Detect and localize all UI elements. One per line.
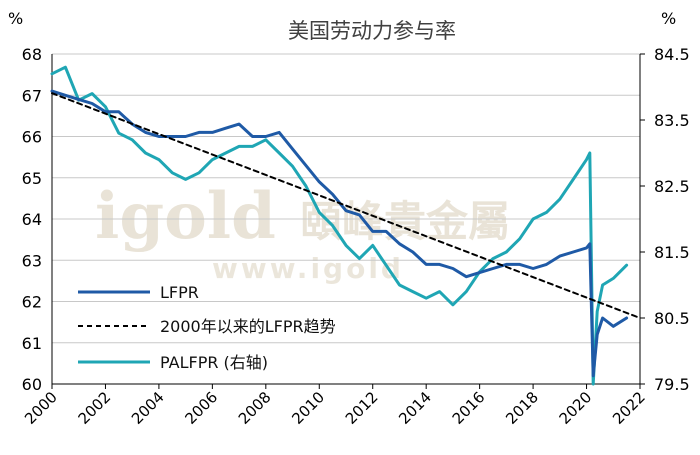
left-y-ticks: 60 61 62 63 64 65 66 67 68	[22, 45, 42, 394]
y-right-tick-label: 80.5	[654, 309, 690, 328]
watermark: igold 頤峰貴金屬 www.igold	[95, 179, 510, 285]
x-tick-label: 2020	[556, 388, 596, 428]
legend-label-lfpr: LFPR	[160, 283, 199, 302]
x-tick-label: 2022	[609, 388, 649, 428]
chart-title: 美国劳动力参与率	[288, 19, 456, 43]
y-left-tick-label: 62	[22, 293, 42, 312]
y-right-tick-label: 84.5	[654, 45, 690, 64]
axes	[51, 53, 645, 389]
watermark-url: www.igold	[212, 252, 404, 285]
y-left-tick-label: 60	[22, 375, 42, 394]
y-left-tick-label: 65	[22, 169, 42, 188]
right-y-ticks: 79.5 80.5 81.5 82.5 83.5 84.5	[654, 45, 690, 394]
right-unit-label: %	[661, 9, 676, 28]
y-right-tick-label: 82.5	[654, 177, 690, 196]
series-lines	[50, 65, 641, 386]
x-tick-label: 2008	[235, 388, 275, 428]
y-left-tick-label: 66	[22, 128, 42, 147]
x-tick-label: 2012	[342, 388, 382, 428]
x-tick-label: 2004	[128, 388, 168, 428]
series-line-trend	[51, 92, 641, 319]
legend: LFPR 2000年以来的LFPR趋势 PALFPR (右轴)	[78, 283, 336, 372]
y-right-tick-label: 81.5	[654, 243, 690, 262]
x-tick-label: 2002	[75, 388, 115, 428]
series-line-palfpr	[50, 65, 629, 386]
y-left-tick-label: 67	[22, 86, 42, 105]
gridlines	[52, 53, 640, 344]
x-tick-label: 2006	[181, 388, 221, 428]
watermark-brand: igold	[95, 179, 276, 254]
x-ticks: 2000 2002 2004 2006 2008 2010 2012 2014 2016 2018…	[21, 388, 649, 428]
watermark-cn: 頤峰貴金屬	[300, 197, 510, 246]
x-tick-label: 2010	[288, 388, 328, 428]
x-tick-label: 2018	[502, 388, 542, 428]
legend-label-palfpr: PALFPR (右轴)	[160, 353, 268, 372]
y-right-tick-label: 79.5	[654, 375, 690, 394]
y-left-tick-label: 63	[22, 251, 42, 270]
y-left-tick-label: 61	[22, 334, 42, 353]
series-line-lfpr	[50, 89, 629, 378]
x-tick-label: 2016	[449, 388, 489, 428]
x-tick-label: 2000	[21, 388, 61, 428]
y-right-tick-label: 83.5	[654, 111, 690, 130]
left-unit-label: %	[8, 9, 23, 28]
legend-label-trend: 2000年以来的LFPR趋势	[160, 317, 336, 336]
y-left-tick-label: 64	[22, 210, 42, 229]
x-tick-label: 2014	[395, 388, 435, 428]
y-left-tick-label: 68	[22, 45, 42, 64]
